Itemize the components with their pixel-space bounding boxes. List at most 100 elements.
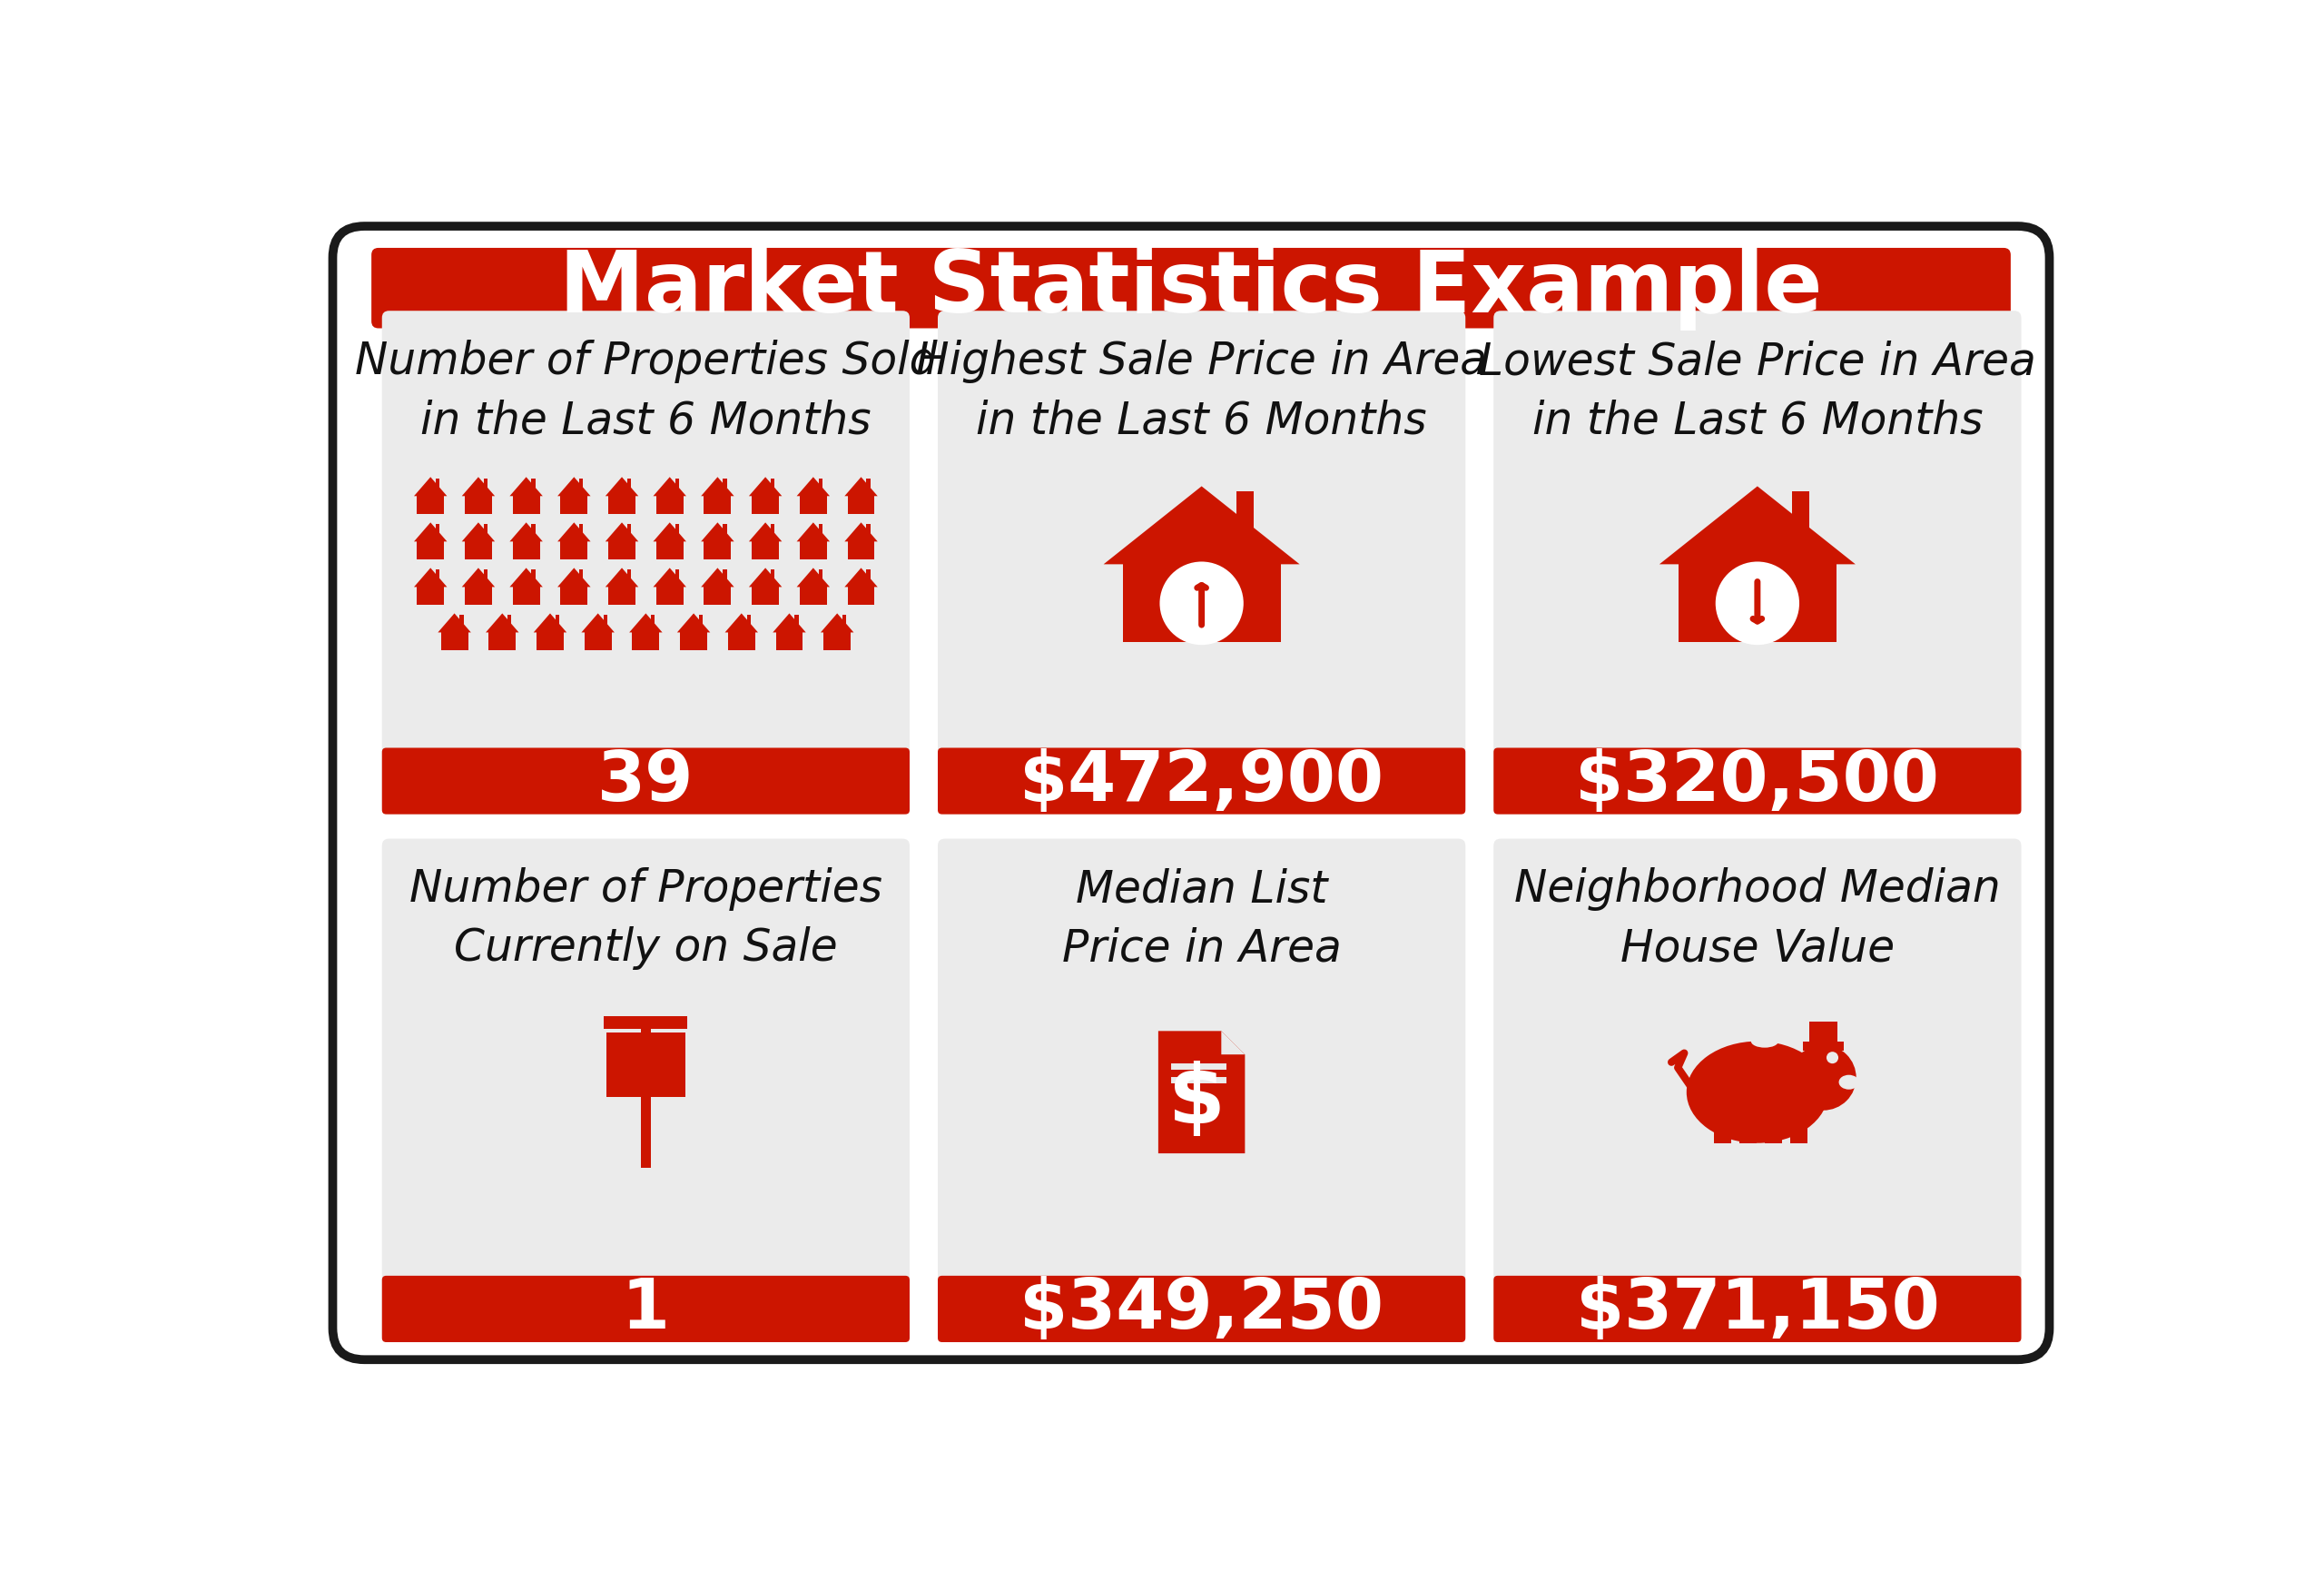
Text: $371,150: $371,150	[1576, 1276, 1938, 1343]
Bar	[416, 588, 444, 606]
Text: Median List
Price in Area: Median List Price in Area	[1062, 867, 1341, 969]
Bar	[460, 614, 462, 625]
Bar	[1803, 1042, 1843, 1051]
Bar	[532, 570, 535, 580]
Bar	[579, 570, 583, 580]
Ellipse shape	[1687, 1042, 1829, 1144]
Bar	[795, 614, 799, 625]
Ellipse shape	[1838, 1075, 1859, 1090]
Polygon shape	[797, 523, 830, 542]
Bar	[704, 588, 732, 606]
Polygon shape	[414, 569, 446, 588]
Bar	[700, 614, 702, 625]
Text: Lowest Sale Price in Area
in the Last 6 Months: Lowest Sale Price in Area in the Last 6 …	[1478, 339, 2036, 441]
Bar	[416, 542, 444, 561]
Bar	[674, 525, 679, 534]
FancyBboxPatch shape	[381, 1276, 909, 1342]
FancyBboxPatch shape	[1494, 1276, 2022, 1342]
Bar	[1713, 1114, 1731, 1144]
Bar	[723, 479, 727, 489]
FancyBboxPatch shape	[939, 839, 1466, 1342]
Polygon shape	[702, 523, 734, 542]
Polygon shape	[581, 614, 614, 633]
Bar	[655, 542, 683, 561]
Bar	[641, 1016, 651, 1169]
Bar	[579, 525, 583, 534]
Polygon shape	[535, 614, 567, 633]
Polygon shape	[414, 523, 446, 542]
Polygon shape	[604, 478, 639, 496]
Bar	[674, 570, 679, 580]
Bar	[560, 588, 588, 606]
Bar	[532, 479, 535, 489]
Polygon shape	[774, 614, 806, 633]
Bar	[416, 496, 444, 515]
Bar	[848, 542, 874, 561]
Bar	[818, 525, 823, 534]
FancyBboxPatch shape	[381, 748, 909, 815]
Polygon shape	[797, 478, 830, 496]
Bar	[532, 525, 535, 534]
Bar	[483, 525, 488, 534]
Bar	[818, 479, 823, 489]
Polygon shape	[558, 478, 590, 496]
Text: 39: 39	[597, 748, 695, 815]
Bar	[583, 633, 611, 650]
Polygon shape	[653, 569, 686, 588]
Bar	[560, 542, 588, 561]
Bar	[772, 479, 774, 489]
Polygon shape	[1157, 1031, 1246, 1153]
Bar	[560, 496, 588, 515]
Bar	[437, 570, 439, 580]
Bar	[751, 588, 779, 606]
Polygon shape	[604, 569, 639, 588]
Polygon shape	[437, 614, 472, 633]
Bar	[799, 542, 827, 561]
Bar	[437, 525, 439, 534]
Bar	[681, 633, 706, 650]
Bar	[1810, 1021, 1836, 1042]
Bar	[727, 633, 755, 650]
Bar	[704, 542, 732, 561]
Bar	[799, 496, 827, 515]
Bar	[437, 479, 439, 489]
Bar	[823, 633, 851, 650]
Bar	[604, 614, 607, 625]
Bar	[751, 496, 779, 515]
Bar	[772, 570, 774, 580]
Bar	[746, 614, 751, 625]
Polygon shape	[486, 614, 518, 633]
Polygon shape	[509, 478, 544, 496]
Polygon shape	[844, 569, 878, 588]
Text: Number of Properties Sold
in the Last 6 Months: Number of Properties Sold in the Last 6 …	[356, 339, 937, 441]
Polygon shape	[676, 614, 711, 633]
Bar	[609, 496, 634, 515]
Bar	[465, 542, 493, 561]
Polygon shape	[1222, 1031, 1246, 1054]
Bar	[465, 496, 493, 515]
Bar	[651, 614, 655, 625]
Polygon shape	[1659, 487, 1855, 566]
Bar	[1792, 492, 1810, 533]
FancyBboxPatch shape	[1494, 748, 2022, 815]
Bar	[1738, 1114, 1757, 1144]
Polygon shape	[509, 569, 544, 588]
Polygon shape	[725, 614, 758, 633]
Polygon shape	[797, 569, 830, 588]
Bar	[537, 633, 565, 650]
Bar	[848, 496, 874, 515]
FancyBboxPatch shape	[1494, 839, 2022, 1342]
Polygon shape	[748, 478, 781, 496]
Bar	[483, 479, 488, 489]
Bar	[514, 496, 539, 515]
Bar	[579, 479, 583, 489]
Bar	[627, 570, 632, 580]
Polygon shape	[748, 523, 781, 542]
Polygon shape	[462, 478, 495, 496]
Text: Market Statistics Example: Market Statistics Example	[560, 247, 1822, 330]
Bar	[776, 633, 802, 650]
Bar	[609, 588, 634, 606]
Bar	[844, 614, 846, 625]
Bar	[655, 496, 683, 515]
Bar	[609, 542, 634, 561]
